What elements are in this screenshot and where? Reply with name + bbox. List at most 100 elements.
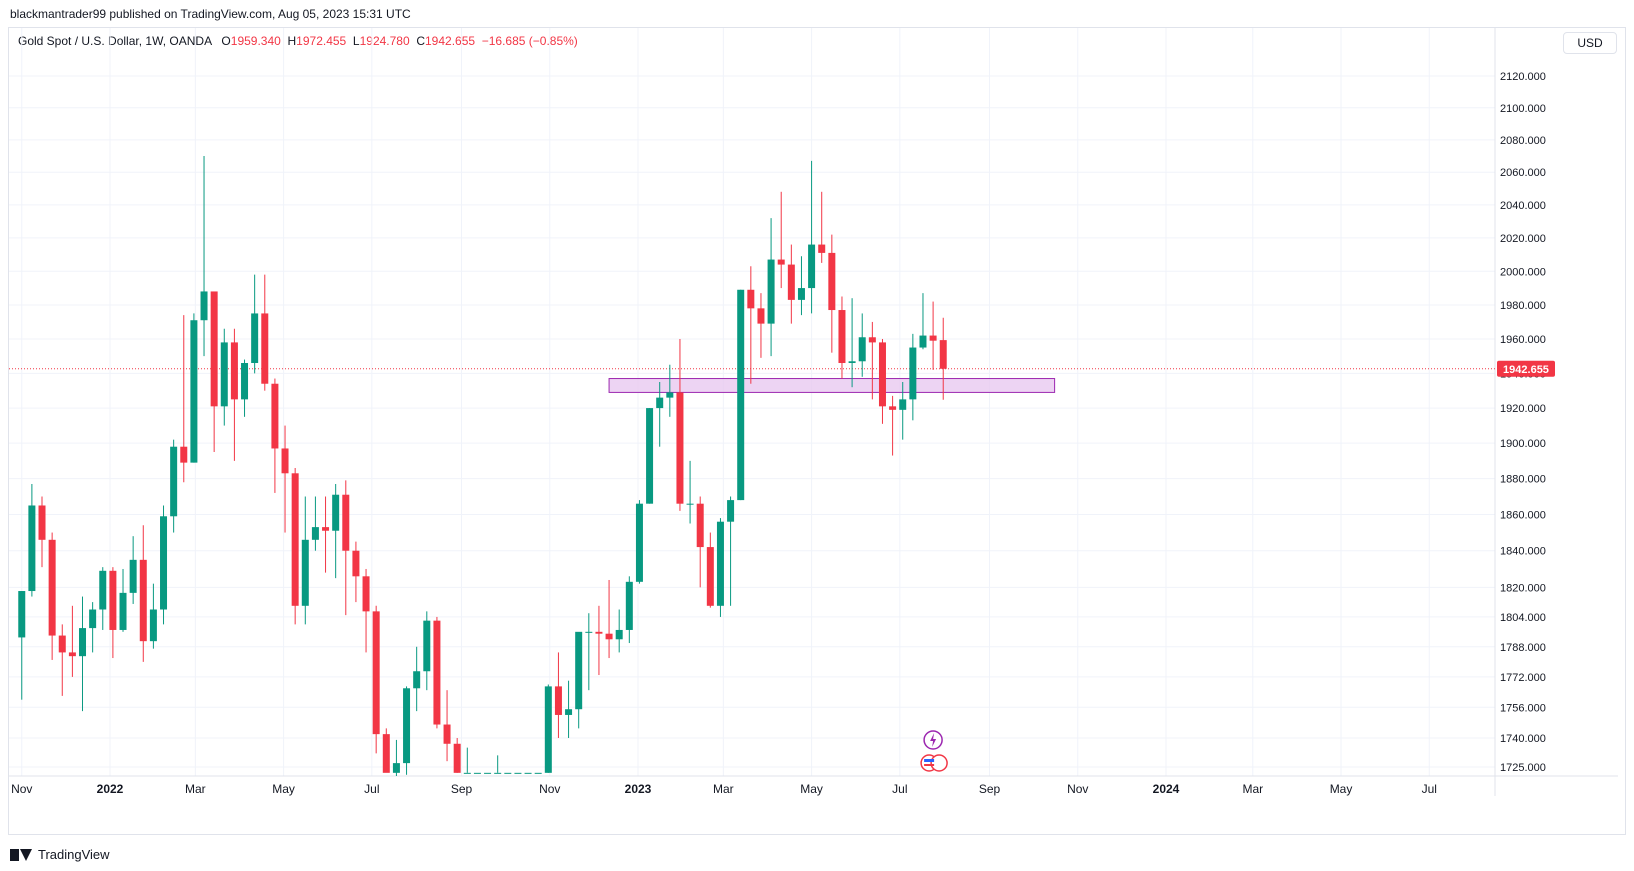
- candle-body: [706, 547, 714, 606]
- x-tick-label: May: [1330, 782, 1353, 796]
- candle-body: [210, 291, 218, 407]
- y-tick-label: 1980.000: [1500, 300, 1546, 312]
- current-price-tag: [1497, 360, 1555, 377]
- x-tick-label: Nov: [11, 782, 32, 796]
- candle-body: [433, 620, 441, 725]
- candle-body: [281, 448, 289, 474]
- close-label: C: [416, 34, 425, 48]
- candle-body: [646, 408, 654, 504]
- candle-body: [828, 252, 836, 311]
- high-label: H: [287, 34, 297, 48]
- candle-body: [473, 772, 481, 774]
- candle-body: [777, 259, 785, 265]
- candle-body: [332, 494, 340, 531]
- high-value: 1972.455: [296, 34, 347, 48]
- candle-body: [352, 550, 360, 577]
- x-tick-label: Sep: [451, 782, 473, 796]
- published-by-text: blackmantrader99 published on TradingVie…: [10, 7, 411, 21]
- y-tick-label: 1920.000: [1500, 403, 1546, 415]
- candle-body: [494, 772, 502, 774]
- x-tick-label: May: [800, 782, 823, 796]
- candle-body: [737, 289, 745, 501]
- y-tick-label: 2000.000: [1500, 266, 1546, 278]
- y-tick-label: 1725.000: [1500, 762, 1546, 774]
- candle-body: [858, 337, 866, 362]
- us-flag-event-icon: [930, 754, 948, 772]
- candle-body: [18, 591, 26, 638]
- chart-frame: [8, 27, 1626, 835]
- change-value: −16.685 (−0.85%): [481, 34, 578, 48]
- y-tick-label: 1880.000: [1500, 474, 1546, 486]
- y-tick-label: 1788.000: [1500, 642, 1546, 654]
- candle-body: [727, 500, 735, 522]
- candle-body: [696, 503, 704, 548]
- candle-body: [615, 629, 623, 640]
- candle-body: [362, 576, 370, 612]
- candle-body: [747, 289, 755, 309]
- candle-body: [575, 631, 583, 710]
- candle-body: [767, 259, 775, 324]
- candle-body: [311, 527, 319, 540]
- footer-brand-text: TradingView: [38, 847, 110, 862]
- open-label: O: [221, 34, 231, 48]
- candle-body: [382, 734, 390, 773]
- candle-body: [878, 342, 886, 407]
- candle-body: [868, 337, 876, 343]
- y-tick-label: 1840.000: [1500, 546, 1546, 558]
- candle-body: [838, 310, 846, 364]
- footer-brand: TradingView: [10, 847, 110, 862]
- y-tick-label: 2120.000: [1500, 71, 1546, 83]
- candle-body: [848, 361, 856, 364]
- candle-body: [68, 652, 76, 657]
- candle-body: [443, 724, 451, 744]
- candle-body: [595, 631, 603, 634]
- candle-body: [939, 340, 947, 369]
- y-tick-label: 1772.000: [1500, 672, 1546, 684]
- candle-body: [676, 392, 684, 504]
- symbol-title: Gold Spot / U.S. Dollar, 1W, OANDA: [18, 34, 212, 48]
- candle-body: [139, 559, 147, 642]
- candle-body: [251, 313, 259, 364]
- y-tick-label: 1740.000: [1500, 733, 1546, 745]
- candle-body: [392, 763, 400, 773]
- x-tick-label: Nov: [1067, 782, 1088, 796]
- candle-body: [666, 392, 674, 398]
- candle-body: [170, 446, 178, 517]
- candle-body: [89, 609, 97, 629]
- candle-body: [271, 383, 279, 449]
- x-tick-label: Mar: [713, 782, 734, 796]
- x-tick-label: Nov: [539, 782, 560, 796]
- x-tick-label: 2023: [625, 782, 652, 796]
- y-tick-label: 2100.000: [1500, 103, 1546, 115]
- y-tick-label: 1860.000: [1500, 509, 1546, 521]
- candle-body: [625, 581, 633, 630]
- candle-body: [261, 313, 269, 384]
- candle-body: [463, 772, 471, 774]
- low-label: L: [352, 34, 360, 48]
- candle-body: [129, 559, 137, 593]
- candle-body: [808, 244, 816, 289]
- y-tick-label: 2080.000: [1500, 135, 1546, 147]
- candle-body: [230, 342, 238, 400]
- x-tick-label: 2022: [97, 782, 124, 796]
- candle-body: [342, 494, 350, 551]
- y-tick-label: 1820.000: [1500, 582, 1546, 594]
- candle-body: [322, 527, 330, 531]
- candle-body: [899, 399, 907, 410]
- candle-body: [504, 772, 512, 774]
- open-value: 1959.340: [230, 34, 281, 48]
- candle-body: [554, 686, 562, 715]
- candle-body: [403, 688, 411, 764]
- currency-button[interactable]: USD: [1563, 32, 1617, 54]
- candle-body: [605, 633, 613, 640]
- x-tick-label: Mar: [185, 782, 206, 796]
- candle-body: [797, 288, 805, 300]
- candle-body: [160, 516, 168, 610]
- candle-body: [585, 631, 593, 633]
- x-tick-label: 2024: [1153, 782, 1180, 796]
- candle-body: [919, 335, 927, 348]
- candle-body: [716, 521, 724, 606]
- y-tick-label: 1756.000: [1500, 702, 1546, 714]
- candle-body: [929, 335, 937, 341]
